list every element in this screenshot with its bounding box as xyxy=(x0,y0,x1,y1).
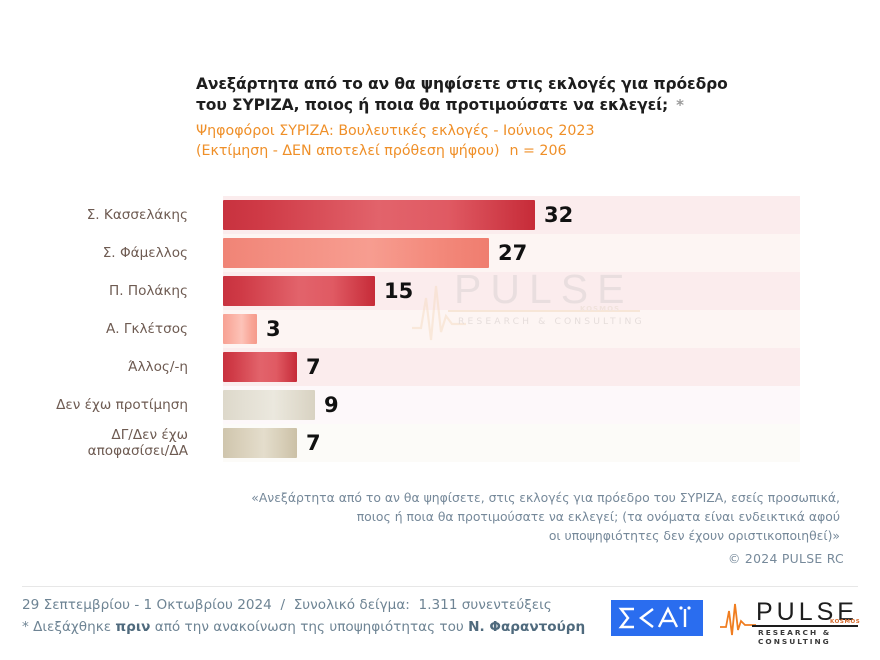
footer: 29 Σεπτεμβρίου - 1 Οκτωβρίου 2024 / Συνο… xyxy=(22,594,622,638)
subtitle-line-1: Ψηφοφόροι ΣΥΡΙΖΑ: Βουλευτικές εκλογές - … xyxy=(196,121,796,141)
row-background-band xyxy=(223,386,800,424)
chart-header: Ανεξάρτητα από το αν θα ψηφίσετε στις εκ… xyxy=(196,74,796,161)
table-row: Α. Γκλέτσος 3 xyxy=(0,310,880,348)
pulse-logo-kosmos: KOSMOS xyxy=(830,619,861,625)
bar-category-label: Α. Γκλέτσος xyxy=(105,321,188,337)
footer-sample-label: Συνολικό δείγμα: xyxy=(293,597,410,613)
footer-note-asterisk: * xyxy=(22,619,29,635)
page-title-line-2: του ΣΥΡΙΖΑ, ποιος ή ποια θα προτιμούσατε… xyxy=(196,95,796,116)
bar xyxy=(223,428,297,458)
bar-value-label: 3 xyxy=(266,316,281,341)
bar-value-label: 9 xyxy=(324,392,339,417)
footer-note-part-2: από την ανακοίνωση της υποψηφιότητας του xyxy=(154,619,464,635)
quote-line-2: ποιος ή ποια θα προτιμούσατε να εκλεγεί;… xyxy=(356,509,840,524)
bar xyxy=(223,390,315,420)
bar xyxy=(223,352,297,382)
bar-wrapper: 9 xyxy=(223,386,339,424)
page-title-line-1: Ανεξάρτητα από το αν θα ψηφίσετε στις εκ… xyxy=(196,74,796,95)
bar-wrapper: 27 xyxy=(223,234,527,272)
bar-category-label: Σ. Κασσελάκης xyxy=(86,207,188,223)
table-row: Σ. Κασσελάκης 32 xyxy=(0,196,880,234)
bar-category-label: Π. Πολάκης xyxy=(108,283,188,299)
table-row: Π. Πολάκης 15 xyxy=(0,272,880,310)
footer-dates-line: 29 Σεπτεμβρίου - 1 Οκτωβρίου 2024 / Συνο… xyxy=(22,594,622,616)
skai-logo-icon xyxy=(618,606,691,629)
bar-wrapper: 32 xyxy=(223,196,573,234)
bar-wrapper: 15 xyxy=(223,272,413,310)
footer-dates: 29 Σεπτεμβρίου - 1 Οκτωβρίου 2024 xyxy=(22,597,272,613)
quote-line-1: «Ανεξάρτητα από το αν θα ψηφίσετε, στις … xyxy=(251,490,840,505)
bar-category-label: Άλλος/-η xyxy=(128,359,188,375)
pulse-logo-brand: PULSE xyxy=(756,598,858,626)
subtitle-text-1: Ψηφοφόροι ΣΥΡΙΖΑ: Βουλευτικές εκλογές - … xyxy=(196,123,595,139)
footer-divider xyxy=(22,586,858,587)
pulse-logo-rule xyxy=(752,625,858,627)
footer-sample-value: 1.311 συνεντεύξεις xyxy=(418,597,552,613)
bar-value-label: 7 xyxy=(306,354,321,379)
table-row: Άλλος/-η 7 xyxy=(0,348,880,386)
bar-chart: Σ. Κασσελάκης 32 Σ. Φάμελλος 27 Π. Πολάκης 15… xyxy=(0,196,880,464)
bar-wrapper: 7 xyxy=(223,348,321,386)
bar-wrapper: 7 xyxy=(223,424,321,462)
question-quote: «Ανεξάρτητα από το αν θα ψηφίσετε, στις … xyxy=(218,488,840,545)
bar-category-label: Δεν έχω προτίμηση xyxy=(56,397,188,413)
bar xyxy=(223,314,257,344)
bar-value-label: 32 xyxy=(544,202,574,227)
bar-value-label: 15 xyxy=(384,278,414,303)
skai-logo xyxy=(611,600,703,636)
bar-category-label: Σ. Φάμελλος xyxy=(102,245,188,261)
footer-note-bold-2: Ν. Φαραντούρη xyxy=(468,619,586,635)
footer-note-line: * Διεξάχθηκε πριν από την ανακοίνωση της… xyxy=(22,616,622,638)
table-row: Σ. Φάμελλος 27 xyxy=(0,234,880,272)
footer-separator: / xyxy=(280,597,286,613)
title-text-1: Ανεξάρτητα από το αν θα ψηφίσετε στις εκ… xyxy=(196,75,728,93)
pulse-logo-waveform-icon xyxy=(720,603,756,636)
footer-note-part-1: Διεξάχθηκε xyxy=(33,619,112,635)
bar-wrapper: 3 xyxy=(223,310,281,348)
pulse-logo-tagline: RESEARCH & CONSULTING xyxy=(758,628,832,646)
title-asterisk: * xyxy=(676,96,684,114)
row-background-band xyxy=(223,348,800,386)
footer-note-bold-1: πριν xyxy=(115,619,151,635)
quote-line-3: οι υποψηφιότητες δεν έχουν οριστικοποιηθ… xyxy=(548,528,840,543)
table-row: ΔΓ/Δεν έχω αποφασίσει/ΔΑ 7 xyxy=(0,424,880,462)
sample-size-note: n = 206 xyxy=(509,143,567,159)
pulse-logo: PULSE KOSMOS RESEARCH & CONSULTING xyxy=(718,598,864,646)
table-row: Δεν έχω προτίμηση 9 xyxy=(0,386,880,424)
copyright-text: © 2024 PULSE RC xyxy=(727,551,844,566)
bar-category-label: ΔΓ/Δεν έχω αποφασίσει/ΔΑ xyxy=(87,427,188,459)
subtitle-line-2: (Εκτίμηση - ΔΕΝ αποτελεί πρόθεση ψήφου) n… xyxy=(196,141,796,161)
row-background-band xyxy=(223,424,800,462)
bar-value-label: 7 xyxy=(306,430,321,455)
subtitle-text-2: (Εκτίμηση - ΔΕΝ αποτελεί πρόθεση ψήφου) xyxy=(196,143,500,159)
bar-value-label: 27 xyxy=(498,240,528,265)
title-text-2: του ΣΥΡΙΖΑ, ποιος ή ποια θα προτιμούσατε… xyxy=(196,96,669,114)
row-background-band xyxy=(223,310,800,348)
bar xyxy=(223,238,489,268)
bar xyxy=(223,276,375,306)
bar xyxy=(223,200,535,230)
